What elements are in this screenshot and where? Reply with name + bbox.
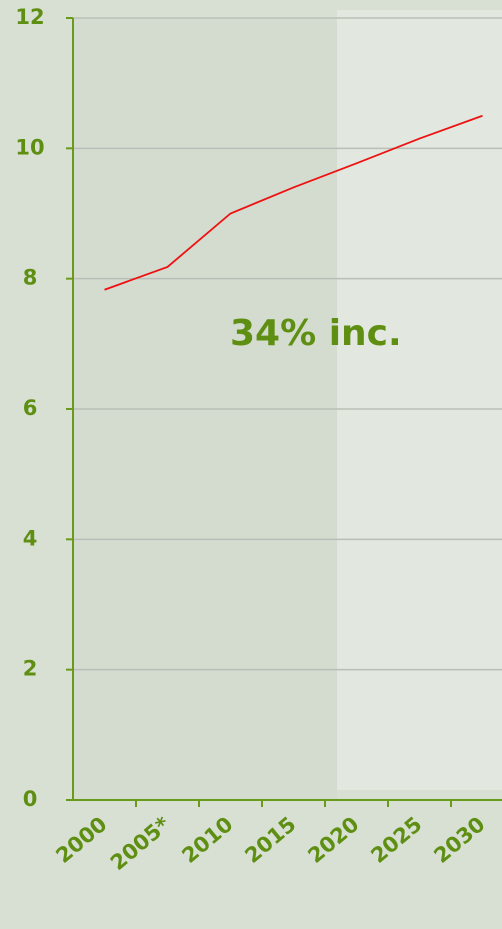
annotation: 34% inc. bbox=[230, 313, 402, 354]
plot-panel-right bbox=[337, 10, 502, 790]
y-tick-label: 10 bbox=[15, 135, 44, 159]
y-tick-label: 2 bbox=[23, 657, 38, 681]
y-tick-label: 4 bbox=[23, 526, 38, 550]
y-tick-label: 8 bbox=[23, 266, 38, 290]
y-tick-label: 12 bbox=[15, 5, 44, 29]
y-tick-label: 0 bbox=[23, 787, 38, 811]
y-tick-label: 6 bbox=[23, 396, 38, 420]
line-series bbox=[104, 114, 483, 291]
